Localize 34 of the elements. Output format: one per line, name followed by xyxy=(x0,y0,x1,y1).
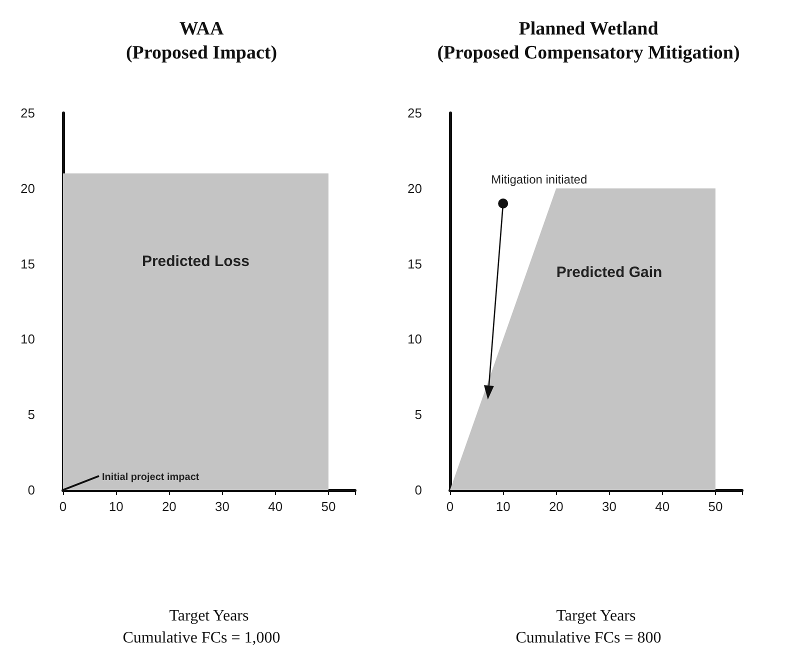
y-tick-label: 0 xyxy=(28,482,35,498)
x-axis-title: Target Years xyxy=(169,608,249,624)
y-tick-label: 20 xyxy=(408,180,422,196)
x-tick-label: 30 xyxy=(215,499,230,514)
y-tick-label: 5 xyxy=(28,407,35,422)
x-tick-label: 30 xyxy=(602,499,617,514)
y-tick-label: 5 xyxy=(414,407,422,422)
y-tick-label: 15 xyxy=(408,256,422,272)
annotation: Predicted Loss xyxy=(142,252,250,270)
x-tick-label: 20 xyxy=(162,499,176,514)
annotation: Initial project impact xyxy=(102,472,200,483)
y-tick-label: 15 xyxy=(20,256,35,272)
x-tick-label: 50 xyxy=(708,499,723,514)
x-tick-label: 10 xyxy=(108,499,124,514)
x-tick-label: 0 xyxy=(59,499,67,514)
annotation: Mitigation initiated xyxy=(491,172,588,186)
y-tick-label: 25 xyxy=(20,106,35,120)
text: Cumulative FCs = 800 xyxy=(516,630,662,646)
x-tick-label: 40 xyxy=(655,499,670,514)
annotation: Predicted Gain xyxy=(556,264,662,281)
y-tick-label: 25 xyxy=(408,106,422,120)
x-tick-label: 50 xyxy=(321,499,336,514)
x-tick-label: 20 xyxy=(548,499,564,514)
y-tick-label: 20 xyxy=(20,180,35,196)
y-tick-label: 0 xyxy=(414,482,422,498)
x-tick-label: 0 xyxy=(446,499,454,514)
x-tick-label: 40 xyxy=(268,499,283,514)
text: Cumulative FCs = 1,000 xyxy=(122,630,280,646)
x-axis-title: Target Years xyxy=(556,608,636,624)
chart-title: Planned Wetland (Proposed Compensatory Mitigation) xyxy=(437,18,740,64)
y-tick-label: 10 xyxy=(20,332,35,347)
chart-title: WAA (Proposed Impact) xyxy=(126,18,278,64)
x-tick-label: 10 xyxy=(496,499,510,514)
y-tick-label: 10 xyxy=(408,332,422,347)
